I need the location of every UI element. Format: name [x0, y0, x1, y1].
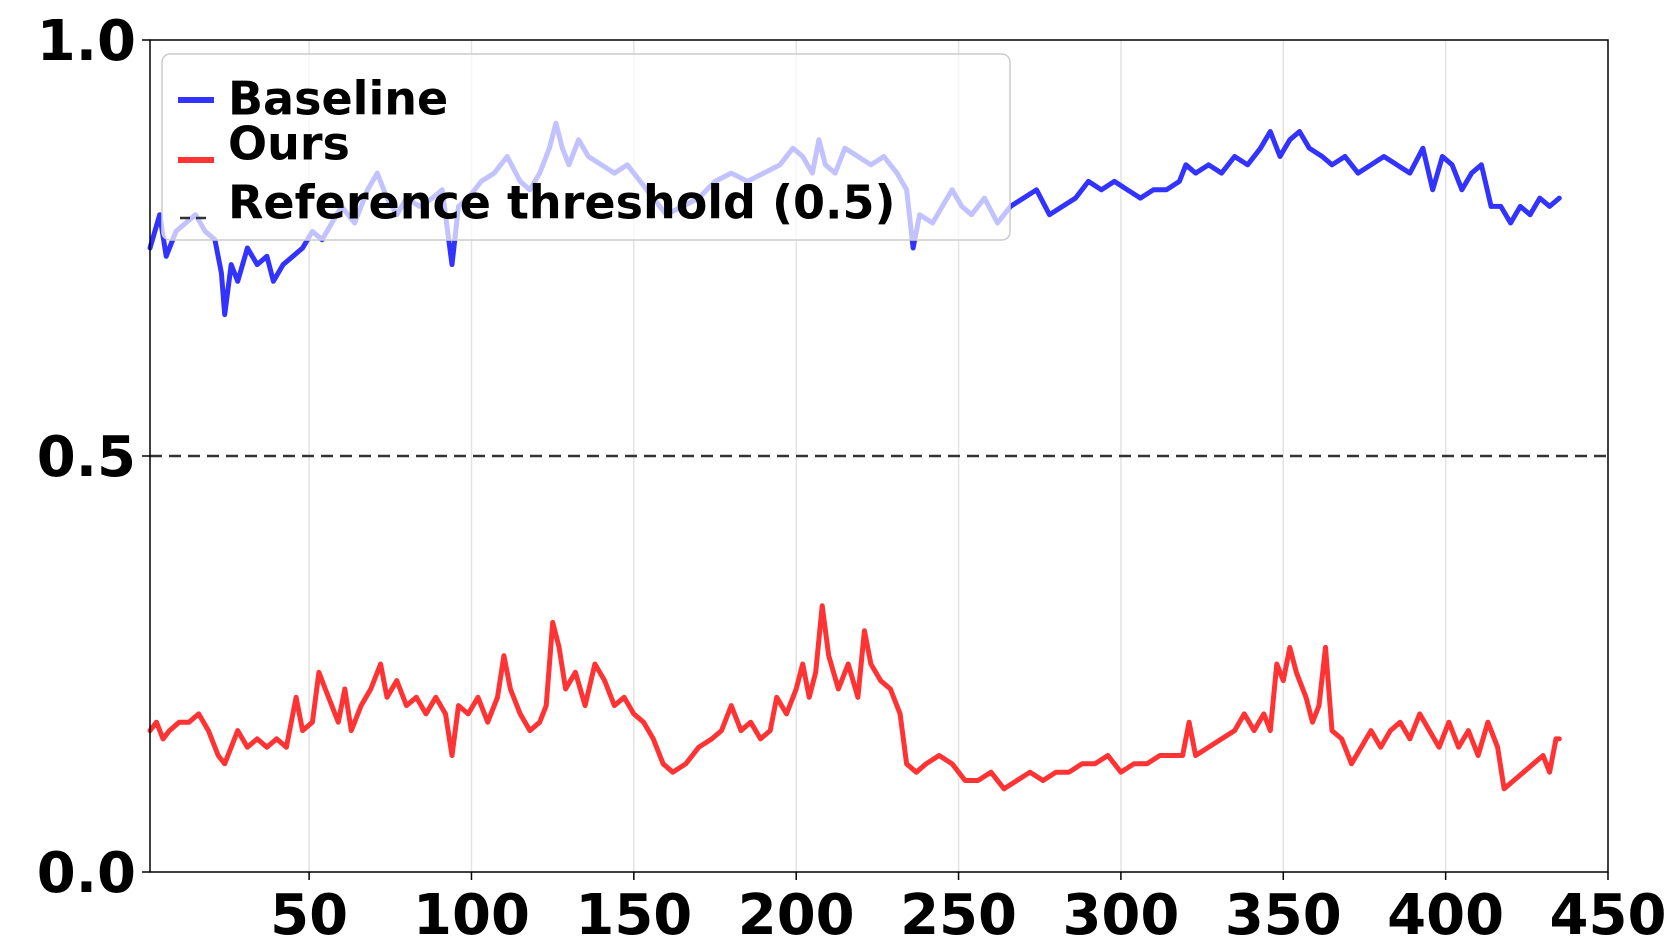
x-tick-label: 450: [1550, 883, 1667, 948]
x-tick-label: 350: [1225, 883, 1342, 948]
x-tick-label: 300: [1062, 883, 1179, 948]
y-tick-label: 1.0: [37, 9, 136, 74]
x-tick-label: 100: [413, 883, 530, 948]
y-tick-label: 0.5: [37, 425, 136, 490]
x-tick-label: 50: [270, 883, 348, 948]
x-tick-label: 150: [575, 883, 692, 948]
x-tick-label: 400: [1387, 883, 1504, 948]
y-tick-label: 0.0: [37, 841, 136, 906]
legend: Baseline Ours Reference threshold (0.5): [162, 54, 1010, 240]
x-tick-label: 250: [900, 883, 1017, 948]
x-tick-label: 200: [738, 883, 855, 948]
legend-label-reference: Reference threshold (0.5): [228, 176, 896, 230]
legend-label-ours: Ours: [228, 117, 350, 171]
